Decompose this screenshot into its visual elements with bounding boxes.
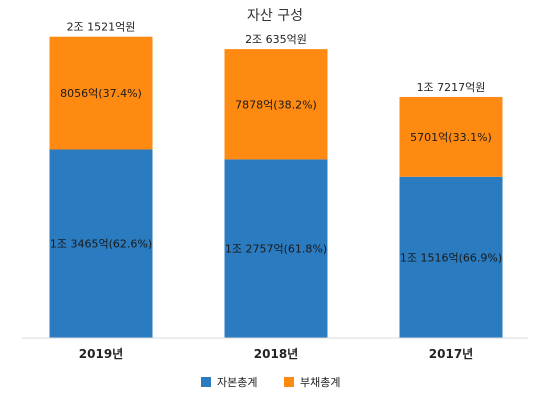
bars-group: 1조 3465억(62.6%) 8056억(37.4%) 2조 1521억원 1조 2… [49, 21, 503, 338]
x-tick-labels: 2019년 2018년 2017년 [79, 347, 473, 361]
data-label-equity-1: 1조 2757억(61.8%) [225, 243, 327, 256]
bar-segment-liabilities-2 [399, 96, 503, 177]
legend-label-liabilities: 부채총계 [300, 376, 340, 389]
legend: 자본총계 부채총계 [201, 376, 340, 389]
bar-segment-equity-2 [399, 176, 503, 338]
x-tick-label-2: 2017년 [429, 347, 473, 361]
total-label-1: 2조 635억원 [245, 33, 307, 46]
data-label-liabilities-0: 8056억(37.4%) [60, 87, 142, 100]
total-label-0: 2조 1521억원 [67, 21, 136, 34]
legend-label-equity: 자본총계 [217, 376, 257, 389]
x-tick-label-0: 2019년 [79, 347, 123, 361]
bar-segment-liabilities-0 [49, 36, 153, 150]
bar-segment-equity-1 [224, 159, 328, 338]
x-tick-label-1: 2018년 [254, 347, 298, 361]
legend-swatch-equity [201, 377, 211, 387]
data-label-liabilities-2: 5701억(33.1%) [410, 131, 492, 144]
chart-title: 자산 구성 [247, 8, 303, 24]
legend-swatch-liabilities [284, 377, 294, 387]
bar-segment-equity-0 [49, 149, 153, 338]
bar-segment-liabilities-1 [224, 49, 328, 160]
data-label-equity-2: 1조 1516억(66.9%) [400, 251, 502, 264]
data-label-liabilities-1: 7878억(38.2%) [235, 98, 317, 111]
data-label-equity-0: 1조 3465억(62.6%) [50, 238, 152, 251]
total-label-2: 1조 7217억원 [417, 81, 486, 94]
